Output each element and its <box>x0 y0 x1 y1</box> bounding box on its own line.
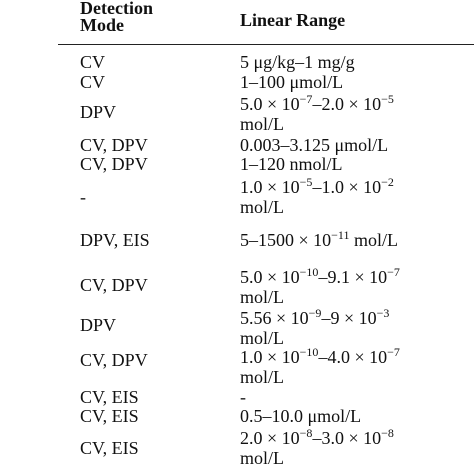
range-text: 1–120 nmol/L <box>240 154 343 174</box>
range-text: 0.003–3.125 μmol/L <box>240 135 389 155</box>
detection-mode: CV, DPV <box>80 275 148 295</box>
detection-mode: DPV <box>80 102 117 122</box>
range-text: mol/L <box>240 328 284 348</box>
linear-range: 1.0 × 10−5–1.0 × 10−2 <box>240 175 394 199</box>
range-text: mol/L <box>349 230 398 250</box>
range-text: –1.0 × 10 <box>312 177 382 197</box>
range-text: 2.0 × 10 <box>240 428 300 448</box>
linear-range: 1–120 nmol/L <box>240 154 343 174</box>
range-text: mol/L <box>240 367 284 387</box>
detection-mode: CV <box>80 72 106 92</box>
range-text: 1.0 × 10 <box>240 177 300 197</box>
range-text: 5.56 × 10 <box>240 308 309 328</box>
exponent: −10 <box>299 265 319 279</box>
linear-range: 0.5–10.0 μmol/L <box>240 406 361 426</box>
range-text: 5.0 × 10 <box>240 94 300 114</box>
range-text: 5.0 × 10 <box>240 267 300 287</box>
detection-mode: CV, EIS <box>80 387 139 407</box>
linear-range: mol/L <box>240 114 284 134</box>
exponent: −2 <box>381 175 394 189</box>
detection-mode: DPV, EIS <box>80 230 150 250</box>
exponent: −10 <box>299 345 319 359</box>
header-mode: Detection Mode <box>80 0 153 35</box>
range-text: –9.1 × 10 <box>318 267 388 287</box>
range-text: –2.0 × 10 <box>312 94 382 114</box>
detection-mode: CV <box>80 52 106 72</box>
linear-range: 5.56 × 10−9–9 × 10−3 <box>240 306 390 330</box>
range-text: 0.5–10.0 μmol/L <box>240 406 362 426</box>
linear-range: - <box>240 387 246 407</box>
range-text: mol/L <box>240 448 284 468</box>
exponent: −7 <box>387 345 400 359</box>
range-text: 5 μg/kg–1 mg/g <box>240 52 355 72</box>
detection-mode: DPV <box>80 315 117 335</box>
linear-range: mol/L <box>240 197 284 217</box>
detection-mode: CV, DPV <box>80 135 148 155</box>
linear-range: 5.0 × 10−10–9.1 × 10−7 <box>240 265 400 289</box>
range-text: mol/L <box>240 287 284 307</box>
detection-mode: CV, EIS <box>80 438 139 458</box>
range-text: –9 × 10 <box>321 308 377 328</box>
exponent: −8 <box>381 426 394 440</box>
exponent: −5 <box>299 175 313 189</box>
linear-range: mol/L <box>240 287 284 307</box>
linear-range: mol/L <box>240 328 284 348</box>
range-text: mol/L <box>240 114 284 134</box>
linear-range: 5.0 × 10−7–2.0 × 10−5 <box>240 92 394 116</box>
range-text: 5–1500 × 10 <box>240 230 332 250</box>
linear-range: 1–100 μmol/L <box>240 72 343 92</box>
range-text: 1.0 × 10 <box>240 347 300 367</box>
linear-range: 0.003–3.125 μmol/L <box>240 135 388 155</box>
header-rule <box>58 44 474 45</box>
range-text: –3.0 × 10 <box>312 428 382 448</box>
range-text: 1–100 μmol/L <box>240 72 344 92</box>
linear-range: 1.0 × 10−10–4.0 × 10−7 <box>240 345 400 369</box>
exponent: −8 <box>299 426 313 440</box>
range-text: - <box>240 387 246 407</box>
detection-mode: - <box>80 187 86 207</box>
exponent: −11 <box>331 228 350 242</box>
linear-range: 2.0 × 10−8–3.0 × 10−8 <box>240 426 394 450</box>
exponent: −5 <box>381 92 394 106</box>
exponent: −3 <box>376 306 390 320</box>
linear-range: 5–1500 × 10−11 mol/L <box>240 228 398 252</box>
linear-range: mol/L <box>240 367 284 387</box>
exponent: −9 <box>308 306 322 320</box>
range-text: –4.0 × 10 <box>318 347 388 367</box>
exponent: −7 <box>299 92 313 106</box>
detection-mode: CV, DPV <box>80 154 148 174</box>
detection-mode: CV, EIS <box>80 406 139 426</box>
range-text: mol/L <box>240 197 284 217</box>
exponent: −7 <box>387 265 400 279</box>
detection-mode: CV, DPV <box>80 350 148 370</box>
linear-range: 5 μg/kg–1 mg/g <box>240 52 355 72</box>
linear-range: mol/L <box>240 448 284 468</box>
header-range: Linear Range <box>240 10 346 30</box>
